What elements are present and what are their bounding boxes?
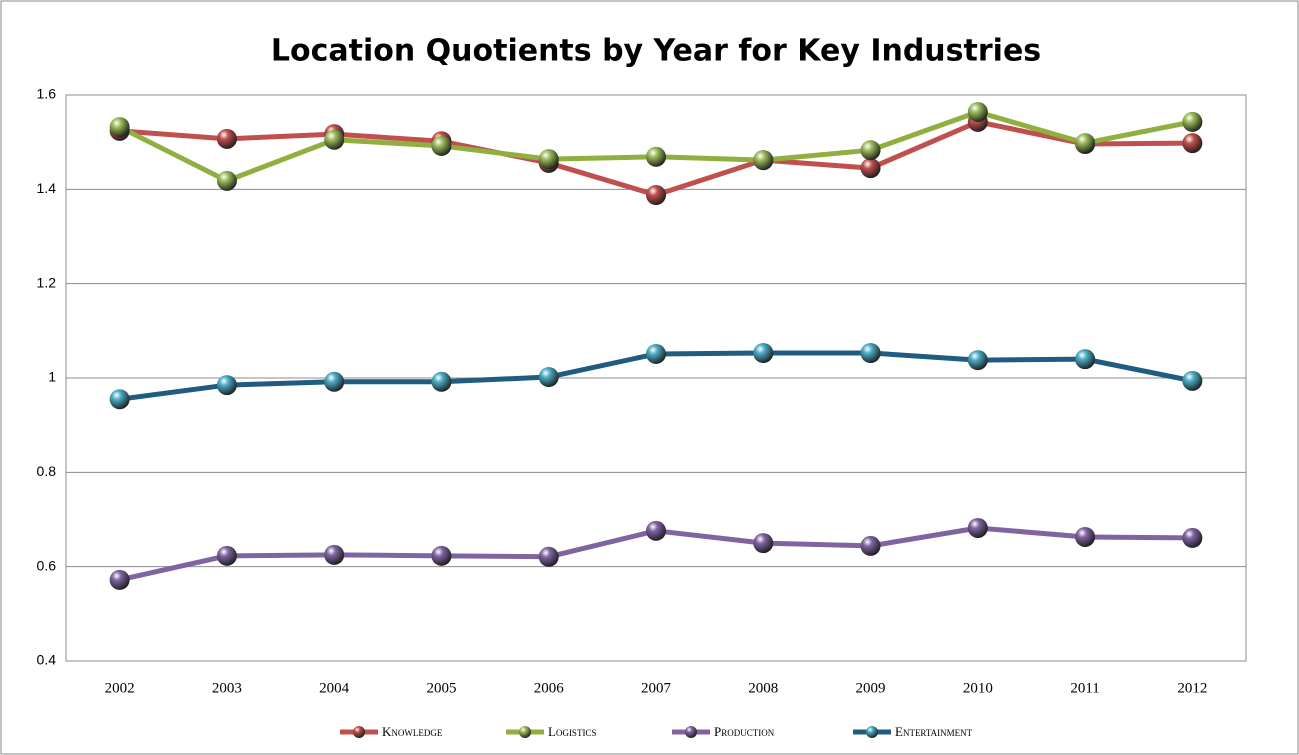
data-point: [753, 343, 774, 364]
data-point: [216, 375, 237, 396]
legend-marker: [866, 726, 878, 738]
data-point: [431, 545, 452, 566]
data-point: [538, 149, 559, 170]
data-point: [109, 117, 130, 138]
y-tick-label: 1.4: [37, 180, 57, 196]
data-point: [1182, 133, 1203, 154]
legend-marker: [519, 726, 531, 738]
legend-label: Production: [714, 724, 775, 739]
data-point: [324, 544, 345, 565]
data-point: [860, 158, 881, 179]
legend-label: Knowledge: [382, 724, 443, 739]
legend-label: Entertainment: [895, 724, 973, 739]
x-tick-label: 2004: [319, 680, 350, 696]
x-tick-label: 2010: [963, 680, 993, 696]
data-point: [1075, 526, 1096, 547]
data-point: [860, 535, 881, 556]
data-point: [109, 569, 130, 590]
data-point: [967, 101, 988, 122]
x-tick-label: 2011: [1070, 680, 1099, 696]
x-tick-label: 2008: [748, 680, 778, 696]
legend-label: Logistics: [548, 724, 596, 739]
data-point: [1075, 349, 1096, 370]
data-point: [216, 128, 237, 149]
legend-marker: [353, 726, 365, 738]
x-tick-label: 2002: [105, 680, 135, 696]
x-tick-label: 2003: [212, 680, 242, 696]
data-point: [538, 367, 559, 388]
x-tick-label: 2007: [641, 680, 672, 696]
data-point: [216, 170, 237, 191]
plot-border: [65, 94, 1247, 662]
data-point: [753, 533, 774, 554]
x-tick-label: 2006: [534, 680, 565, 696]
data-point: [646, 146, 666, 167]
data-point: [1182, 370, 1203, 391]
data-point: [860, 343, 881, 364]
data-point: [646, 520, 666, 541]
data-point: [109, 389, 130, 410]
data-point: [216, 545, 237, 566]
data-point: [431, 371, 452, 392]
x-tick-label: 2009: [856, 680, 886, 696]
x-tick-label: 2005: [426, 680, 456, 696]
y-tick-label: 0.4: [37, 652, 57, 668]
data-point: [860, 140, 881, 161]
y-tick-label: 0.8: [37, 463, 57, 479]
x-tick-label: 2012: [1177, 680, 1207, 696]
data-point: [538, 546, 559, 567]
y-tick-label: 1.2: [37, 274, 57, 290]
data-point: [324, 371, 345, 392]
y-tick-label: 1: [48, 369, 56, 385]
data-point: [1182, 527, 1203, 548]
data-point: [753, 150, 774, 171]
data-point: [431, 135, 452, 156]
data-point: [646, 184, 666, 205]
data-point: [324, 129, 345, 150]
data-point: [1182, 111, 1203, 132]
y-tick-label: 0.6: [37, 557, 57, 573]
data-point: [967, 350, 988, 371]
chart-title: Location Quotients by Year for Key Indus…: [271, 34, 1041, 69]
data-point: [1075, 133, 1096, 154]
y-tick-label: 1.6: [37, 86, 57, 102]
data-point: [967, 517, 988, 538]
data-point: [646, 343, 666, 364]
legend-marker: [685, 726, 697, 738]
